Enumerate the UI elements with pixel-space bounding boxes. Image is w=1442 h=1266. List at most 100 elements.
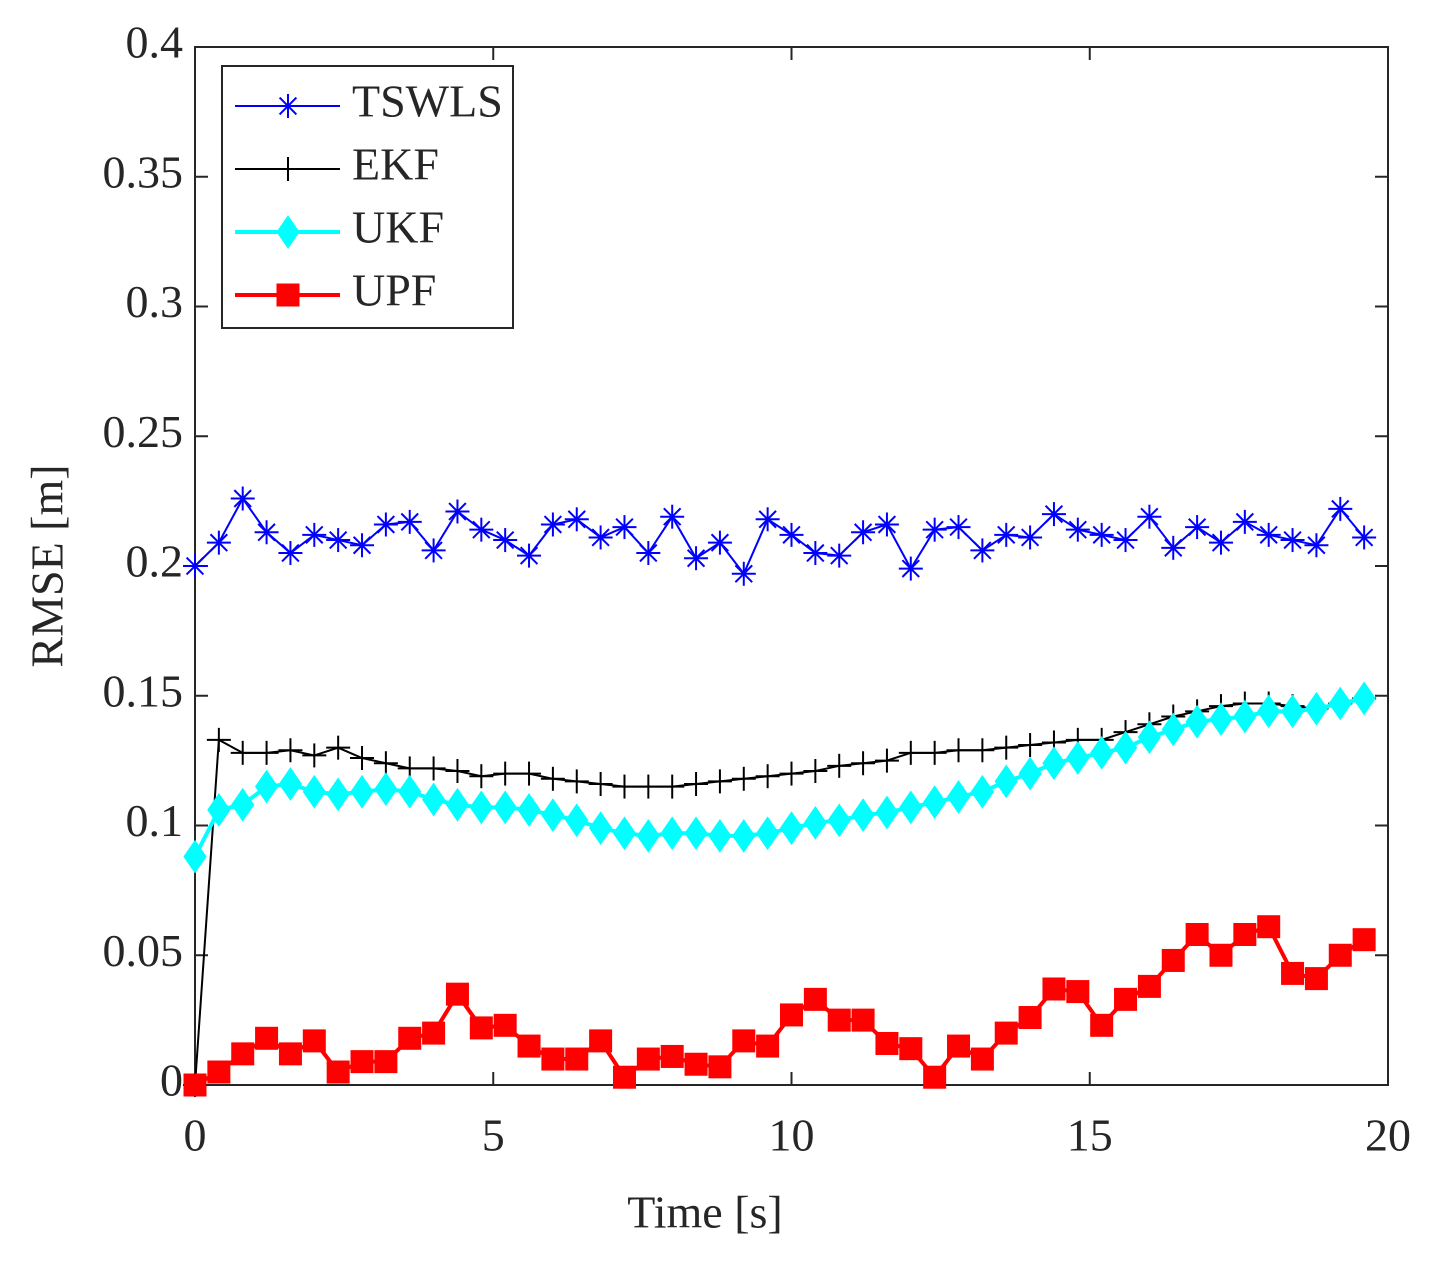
marker-stroke xyxy=(1092,525,1111,544)
marker-shape xyxy=(1328,943,1352,967)
marker xyxy=(278,541,303,566)
marker-shape xyxy=(1209,943,1233,967)
marker-shape xyxy=(1185,704,1209,739)
marker xyxy=(588,771,613,796)
marker xyxy=(779,811,804,845)
marker xyxy=(350,774,374,809)
marker xyxy=(874,512,899,537)
marker xyxy=(254,740,279,765)
marker xyxy=(1328,496,1353,521)
marker-stroke xyxy=(519,546,539,565)
marker xyxy=(1328,943,1352,967)
marker xyxy=(564,769,589,794)
marker-stroke xyxy=(472,520,491,539)
marker xyxy=(278,1042,302,1066)
marker xyxy=(827,543,852,568)
marker xyxy=(1257,694,1281,729)
marker-stroke xyxy=(567,510,586,529)
legend-label: UKF xyxy=(352,202,444,253)
marker xyxy=(206,727,231,752)
marker-shape xyxy=(1161,948,1185,972)
marker-shape xyxy=(254,769,279,804)
marker-shape xyxy=(1042,746,1066,781)
marker xyxy=(589,1029,613,1053)
marker-shape xyxy=(612,816,637,851)
marker-stroke xyxy=(278,96,298,116)
marker xyxy=(923,785,947,820)
marker-stroke xyxy=(973,541,992,560)
marker-shape xyxy=(374,772,398,807)
marker-stroke xyxy=(305,525,324,544)
marker xyxy=(374,1050,398,1074)
marker xyxy=(1280,694,1305,729)
marker xyxy=(1161,948,1185,972)
marker xyxy=(684,816,708,851)
marker xyxy=(326,528,351,553)
y-tick-label: 0.35 xyxy=(103,146,184,197)
marker-stroke xyxy=(209,533,228,552)
marker-stroke xyxy=(400,512,419,531)
marker xyxy=(1185,515,1210,540)
x-tick-label: 15 xyxy=(1067,1110,1113,1161)
marker-shape xyxy=(1066,741,1090,775)
marker xyxy=(373,751,398,776)
x-tick-label: 5 xyxy=(482,1110,505,1161)
marker xyxy=(276,283,300,307)
marker xyxy=(1113,730,1138,765)
marker-shape xyxy=(732,818,756,853)
y-tick-label: 0.4 xyxy=(126,17,184,68)
marker xyxy=(803,987,827,1011)
marker xyxy=(1065,517,1090,542)
marker xyxy=(421,782,446,817)
marker-stroke xyxy=(448,502,467,521)
marker-shape xyxy=(469,790,493,825)
marker xyxy=(923,1065,947,1089)
y-tick-label: 0.05 xyxy=(103,925,184,976)
marker xyxy=(1089,522,1114,547)
y-tick-label: 0.2 xyxy=(126,536,184,587)
marker xyxy=(898,556,923,581)
marker xyxy=(254,520,279,545)
marker xyxy=(636,1047,660,1071)
marker-stroke xyxy=(1259,525,1278,544)
marker xyxy=(684,771,709,796)
x-axis-label: Time [s] xyxy=(627,1187,783,1238)
marker-shape xyxy=(636,818,660,853)
marker xyxy=(1209,702,1233,736)
marker-shape xyxy=(875,795,899,830)
marker xyxy=(851,520,876,545)
marker xyxy=(517,761,542,786)
marker-stroke xyxy=(591,528,610,547)
marker xyxy=(755,764,780,789)
marker xyxy=(970,538,995,563)
marker xyxy=(612,1065,636,1089)
marker xyxy=(707,530,732,555)
marker xyxy=(493,1013,517,1037)
marker-stroke xyxy=(1164,538,1183,557)
marker xyxy=(1161,712,1185,747)
y-tick-label: 0.15 xyxy=(103,665,184,716)
marker-shape xyxy=(541,1047,565,1071)
marker-shape xyxy=(899,1037,923,1061)
marker-shape xyxy=(851,798,875,833)
marker xyxy=(827,1008,851,1032)
marker-shape xyxy=(421,782,446,817)
marker-stroke xyxy=(782,525,801,544)
marker xyxy=(1042,977,1066,1001)
marker xyxy=(1090,735,1114,770)
marker xyxy=(756,816,780,851)
marker xyxy=(994,764,1018,799)
marker xyxy=(1328,686,1352,721)
marker xyxy=(565,1047,589,1071)
marker xyxy=(1304,691,1329,726)
marker-shape xyxy=(756,1034,780,1058)
marker xyxy=(1304,967,1328,991)
marker-stroke xyxy=(1283,530,1302,550)
marker-shape xyxy=(923,1065,947,1089)
marker-stroke xyxy=(543,515,563,534)
marker xyxy=(469,790,493,825)
marker xyxy=(564,507,589,532)
marker xyxy=(1161,535,1186,560)
marker xyxy=(732,1029,756,1053)
